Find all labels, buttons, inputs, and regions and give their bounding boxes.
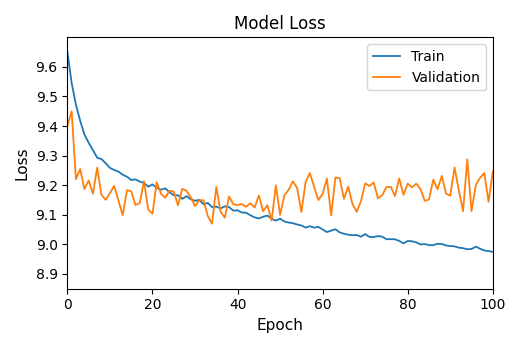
Validation — [392, 194, 398, 198]
Validation — [490, 169, 496, 173]
Line: Validation: Validation — [67, 111, 493, 224]
Validation — [98, 193, 105, 197]
Legend: Train, Validation: Train, Validation — [367, 44, 486, 90]
Title: Model Loss: Model Loss — [234, 15, 326, 33]
Train — [94, 156, 101, 160]
Train — [383, 237, 390, 241]
Train — [260, 215, 266, 219]
Validation — [370, 180, 377, 184]
Line: Train: Train — [67, 52, 493, 252]
Validation — [175, 203, 181, 207]
Y-axis label: Loss: Loss — [15, 146, 30, 180]
Train — [319, 227, 326, 231]
Train — [490, 250, 496, 254]
Train — [362, 232, 368, 236]
Validation — [64, 124, 70, 128]
Validation — [328, 213, 334, 218]
Train — [64, 50, 70, 54]
Validation — [69, 109, 75, 113]
Validation — [209, 222, 215, 226]
Validation — [268, 219, 275, 223]
Train — [171, 193, 177, 197]
X-axis label: Epoch: Epoch — [257, 318, 304, 333]
